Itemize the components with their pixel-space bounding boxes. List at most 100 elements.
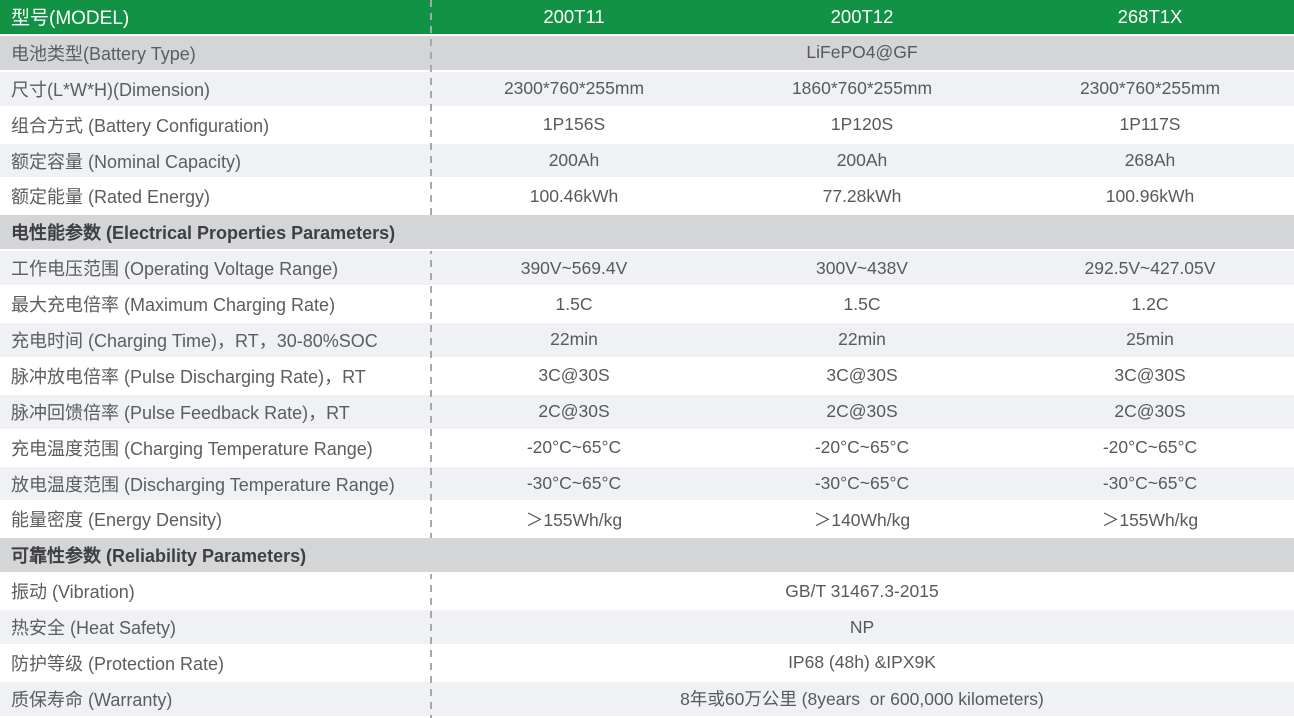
model-header-label: 型号(MODEL) [11,8,130,30]
value-cell: 1860*760*255mm [791,78,933,99]
value-cell-span: 8年或60万公里 (8years or 600,000 kilometers) [680,689,1044,710]
table-row: 充电时间 (Charging Time)，RT，30-80%SOC 22min 22… [0,323,1294,359]
table-body: 电池类型(Battery Type) LiFePO4@GF 尺寸(L*W*H)(Di… [0,35,1294,718]
row-values: 200Ah 200Ah 268Ah [430,144,1294,178]
row-label: 电池类型(Battery Type) [11,43,196,64]
row-label: 热安全 (Heat Safety) [11,618,177,639]
table-row: 热安全 (Heat Safety) NP [0,610,1294,647]
row-label: 振动 (Vibration) [11,582,135,603]
table-row: 额定能量 (Rated Energy) 100.46kWh 77.28kWh 100.… [0,179,1294,216]
value-cell: 2C@30S [1114,401,1186,422]
row-label: 防护等级 (Protection Rate) [11,653,225,674]
value-cell: 300V~438V [816,257,908,278]
value-cell: 1.5C [843,293,881,314]
row-label: 组合方式 (Battery Configuration) [11,115,270,136]
row-values: 2300*760*255mm 1860*760*255mm 2300*760*255… [430,72,1294,106]
value-cell: 3C@30S [1114,365,1186,386]
row-values: IP68 (48h) &IPX9K [430,646,1294,680]
row-label: 额定容量 (Nominal Capacity) [11,151,242,172]
row-values: 8年或60万公里 (8years or 600,000 kilometers) [430,682,1294,716]
value-cell: 25min [1126,329,1174,350]
value-cell: -30°C~65°C [526,473,622,494]
value-cell: 2300*760*255mm [503,78,645,99]
table-row: 最大充电倍率 (Maximum Charging Rate) 1.5C 1.5C 1.… [0,287,1294,324]
value-cell-span: LiFePO4@GF [806,42,918,63]
value-cell: 1.2C [1131,293,1169,314]
table-row: 能量密度 (Energy Density) ＞155Wh/kg ＞140Wh/kg ＞… [0,502,1294,539]
value-cell-span: NP [849,616,875,637]
row-label: 脉冲放电倍率 (Pulse Discharging Rate)，RT [11,366,366,387]
model-column-header-1: 200T11 [543,5,605,27]
value-cell: 1.5C [555,293,593,314]
value-cell: 22min [550,329,598,350]
value-cell: 2C@30S [538,401,610,422]
row-values: 2C@30S 2C@30S 2C@30S [430,395,1294,429]
table-row: 组合方式 (Battery Configuration) 1P156S 1P120S… [0,107,1294,144]
table-row: 质保寿命 (Warranty) 8年或60万公里 (8years or 600,0… [0,681,1294,718]
row-values: LiFePO4@GF [430,36,1294,70]
value-cell: -20°C~65°C [1102,437,1198,458]
value-cell: 100.46kWh [529,185,619,206]
model-column-header-2: 200T12 [830,5,894,27]
value-cell: 200Ah [548,150,600,170]
value-cell: 22min [838,329,886,350]
row-values: -20°C~65°C -20°C~65°C -20°C~65°C [430,431,1294,465]
table-row: 充电温度范围 (Charging Temperature Range) -20°C… [0,430,1294,467]
value-cell: ＞155Wh/kg [525,509,623,530]
value-cell: 200Ah [836,150,888,170]
value-cell: 77.28kWh [822,185,902,206]
row-values: 1.5C 1.5C 1.2C [430,287,1294,321]
row-values: 22min 22min 25min [430,323,1294,357]
value-cell-span: GB/T 31467.3-2015 [785,580,939,601]
table-row: 脉冲放电倍率 (Pulse Discharging Rate)，RT 3C@30S… [0,358,1294,395]
table-row: 电池类型(Battery Type) LiFePO4@GF [0,35,1294,72]
value-cell: 390V~569.4V [520,257,628,278]
row-label: 放电温度范围 (Discharging Temperature Range) [11,474,395,495]
value-cell: 1P156S [542,114,606,135]
row-label: 质保寿命 (Warranty) [11,689,173,710]
table-row: 额定容量 (Nominal Capacity) 200Ah 200Ah 268Ah [0,143,1294,180]
table-row: 振动 (Vibration) GB/T 31467.3-2015 [0,574,1294,611]
model-column-header-3: 268T1X [1117,5,1183,27]
value-cell: 3C@30S [826,365,898,386]
row-values: ＞155Wh/kg ＞140Wh/kg ＞155Wh/kg [430,502,1294,536]
row-values: 3C@30S 3C@30S 3C@30S [430,359,1294,393]
row-values: GB/T 31467.3-2015 [430,574,1294,608]
column-divider-dashed-line [430,0,432,718]
section-header-row: 电性能参数 (Electrical Properties Parameters) [0,215,1294,252]
value-cell: 2C@30S [826,401,898,422]
value-cell: 3C@30S [538,365,610,386]
row-label: 工作电压范围 (Operating Voltage Range) [11,259,339,280]
table-row: 尺寸(L*W*H)(Dimension) 2300*760*255mm 1860*7… [0,71,1294,108]
value-cell: 1P117S [1119,114,1181,135]
value-cell: -30°C~65°C [1102,473,1198,494]
value-cell: -20°C~65°C [814,437,910,458]
table-row: 工作电压范围 (Operating Voltage Range) 390V~569… [0,251,1294,288]
row-label: 能量密度 (Energy Density) [11,510,223,531]
section-title: 可靠性参数 (Reliability Parameters) [11,546,307,567]
table-header-row: 型号(MODEL) 200T11 200T12 268T1X [0,0,1294,36]
value-cell: 1P120S [830,114,894,135]
value-cell: ＞140Wh/kg [813,509,911,530]
table-row: 防护等级 (Protection Rate) IP68 (48h) &IPX9K [0,646,1294,682]
row-label: 尺寸(L*W*H)(Dimension) [11,79,211,100]
row-label: 额定能量 (Rated Energy) [11,187,211,208]
row-label: 最大充电倍率 (Maximum Charging Rate) [11,295,336,316]
value-cell: 292.5V~427.05V [1084,257,1216,278]
section-header-row: 可靠性参数 (Reliability Parameters) [0,538,1294,575]
value-cell: -20°C~65°C [526,437,622,458]
row-label: 充电温度范围 (Charging Temperature Range) [11,438,373,459]
value-cell: 268Ah [1124,150,1176,170]
value-cell: 100.96kWh [1105,185,1195,206]
row-values: 390V~569.4V 300V~438V 292.5V~427.05V [430,251,1294,285]
table-row: 脉冲回馈倍率 (Pulse Feedback Rate)，RT 2C@30S 2C@… [0,394,1294,431]
value-cell: 2300*760*255mm [1079,78,1221,99]
row-values: NP [430,610,1294,644]
row-label: 脉冲回馈倍率 (Pulse Feedback Rate)，RT [11,402,350,423]
value-cell-span: IP68 (48h) &IPX9K [788,652,936,673]
row-values: -30°C~65°C -30°C~65°C -30°C~65°C [430,467,1294,501]
row-values: 100.46kWh 77.28kWh 100.96kWh [430,179,1294,213]
row-values: 1P156S 1P120S 1P117S [430,108,1294,142]
value-cell: ＞155Wh/kg [1101,509,1199,530]
